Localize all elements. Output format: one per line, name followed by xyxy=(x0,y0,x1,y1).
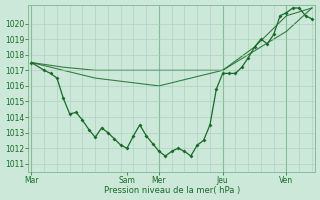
X-axis label: Pression niveau de la mer( hPa ): Pression niveau de la mer( hPa ) xyxy=(104,186,240,195)
